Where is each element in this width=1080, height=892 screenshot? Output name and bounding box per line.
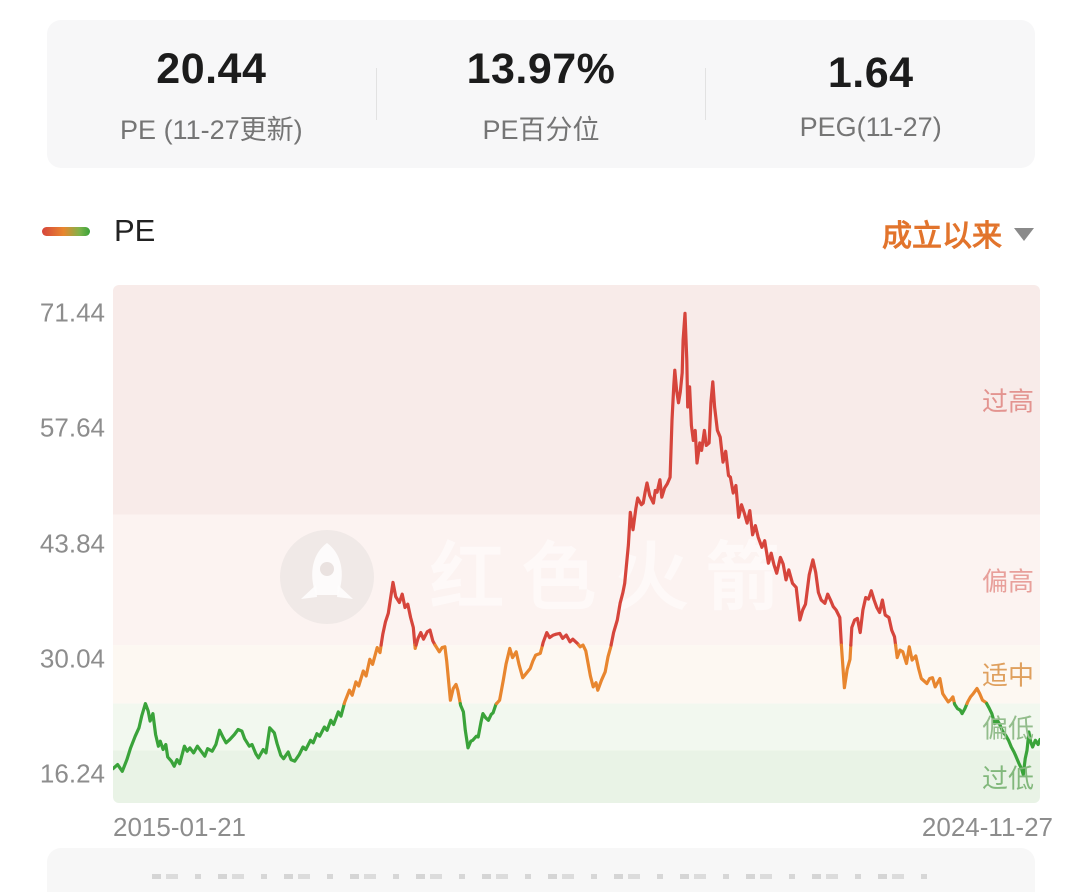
y-tick-label: 57.64 bbox=[39, 412, 105, 443]
watermark: 红色火箭 bbox=[280, 530, 798, 624]
x-axis-end-label: 2024-11-27 bbox=[921, 812, 1053, 842]
next-section-card bbox=[47, 848, 1035, 892]
chart-header-row: PE 成立以来 bbox=[0, 205, 1080, 257]
y-tick-label: 30.04 bbox=[39, 643, 105, 674]
time-range-selector[interactable]: 成立以来 bbox=[882, 211, 1034, 255]
stat-peg-label: PEG(11-27) bbox=[799, 112, 942, 142]
clipped-text-top bbox=[152, 874, 935, 879]
stat-pe-value: 20.44 bbox=[156, 45, 267, 93]
y-tick-label: 71.44 bbox=[39, 297, 105, 328]
valuation-bands bbox=[113, 285, 1040, 803]
time-range-label[interactable]: 成立以来 bbox=[882, 220, 1002, 253]
x-axis-start-label: 2015-01-21 bbox=[113, 812, 246, 842]
rocket-logo-icon bbox=[280, 530, 374, 624]
legend-label: PE bbox=[114, 213, 156, 248]
zone-label-过高: 过高 bbox=[981, 386, 1034, 417]
zone-label-过低: 过低 bbox=[981, 763, 1034, 794]
divider bbox=[705, 68, 707, 120]
divider bbox=[375, 68, 377, 120]
plot-area[interactable]: 红色火箭 bbox=[113, 285, 1040, 803]
y-tick-label: 43.84 bbox=[39, 528, 105, 559]
stat-pe: 20.44 PE (11-27更新) bbox=[47, 20, 376, 168]
stat-pe-percentile-value: 13.97% bbox=[466, 45, 616, 93]
y-tick-label: 16.24 bbox=[39, 758, 105, 789]
zone-label-适中: 适中 bbox=[981, 660, 1034, 691]
stat-pe-percentile: 13.97% PE百分位 bbox=[377, 20, 706, 168]
pe-line-series bbox=[113, 311, 1040, 777]
valuation-stats-card: 20.44 PE (11-27更新) 13.97% PE百分位 1.64 PEG… bbox=[47, 20, 1035, 168]
zone-label-偏高: 偏高 bbox=[981, 566, 1034, 597]
stat-pe-label: PE (11-27更新) bbox=[120, 115, 303, 145]
zone-label-偏低: 偏低 bbox=[981, 713, 1034, 744]
pe-line-swatch-icon bbox=[42, 226, 90, 236]
stat-peg: 1.64 PEG(11-27) bbox=[706, 20, 1035, 168]
caret-down-icon bbox=[1014, 228, 1034, 241]
watermark-text: 红色火箭 bbox=[430, 536, 798, 619]
stat-peg-value: 1.64 bbox=[827, 49, 914, 97]
legend: PE bbox=[42, 205, 155, 257]
pe-history-chart: 红色火箭 71.44 57.64 43.84 30.04 16.24 过高偏高适中偏低过… bbox=[0, 257, 1080, 857]
stat-pe-percentile-label: PE百分位 bbox=[482, 115, 600, 145]
